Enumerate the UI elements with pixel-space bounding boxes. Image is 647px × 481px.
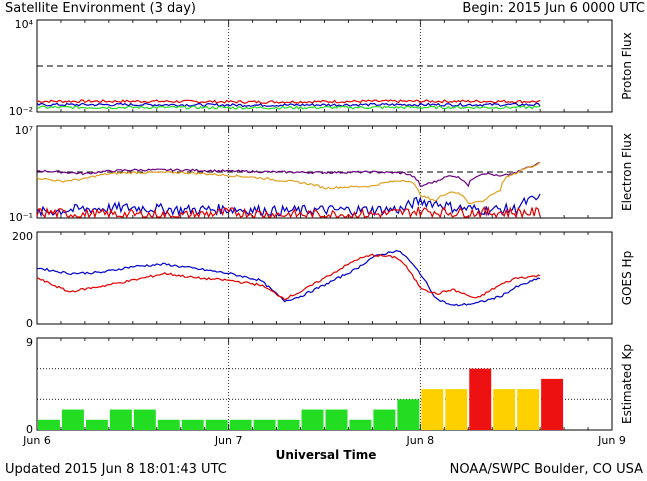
- y-tick-label: 0: [26, 423, 33, 436]
- y-axis-label: GOES Hp: [620, 251, 634, 305]
- y-axis-label: Electron Flux: [620, 133, 634, 211]
- panel-electron-flux: 10⁷ 10⁻¹ Electron Flux: [9, 124, 634, 224]
- kp-bar: [373, 409, 396, 430]
- begin-time: Begin: 2015 Jun 6 0000 UTC: [462, 1, 645, 16]
- y-tick-label: 10⁻²: [9, 105, 33, 118]
- kp-bar: [421, 389, 444, 430]
- blue-series-line: [36, 102, 541, 108]
- kp-bar: [469, 368, 492, 430]
- kp-bar: [301, 409, 324, 430]
- x-tick-label: Jun 8: [405, 434, 434, 447]
- y-axis-label: Proton Flux: [620, 32, 634, 99]
- panel-goes-hp: 200 0 GOES Hp: [12, 230, 634, 330]
- blue-series-line: [36, 249, 541, 307]
- kp-bar: [397, 399, 420, 430]
- kp-bar: [517, 389, 540, 430]
- kp-bar: [277, 419, 300, 430]
- kp-bar: [349, 419, 372, 430]
- y-axis-label: Estimated Kp: [620, 344, 634, 424]
- y-tick-label: 10⁻¹: [9, 211, 33, 224]
- kp-bar: [109, 409, 132, 430]
- kp-bar: [181, 419, 204, 430]
- x-tick-label: Jun 9: [597, 434, 626, 447]
- plot-title: Satellite Environment (3 day): [5, 1, 196, 16]
- kp-bar: [541, 378, 564, 430]
- panel-frame: [36, 19, 613, 113]
- kp-bar: [157, 419, 180, 430]
- y-tick-label: 0: [26, 317, 33, 330]
- kp-bar: [133, 409, 156, 430]
- kp-bar: [38, 419, 60, 430]
- x-tick-label: Jun 6: [22, 434, 51, 447]
- y-tick-label: 9: [26, 336, 33, 349]
- kp-bar: [493, 389, 516, 430]
- kp-bar: [325, 409, 348, 430]
- panel-estimated-kp: 9 0 Estimated Kp: [26, 336, 634, 436]
- panel-proton-flux: 10⁴ 10⁻² Proton Flux: [9, 18, 634, 118]
- updated-timestamp: Updated 2015 Jun 8 18:01:43 UTC: [5, 462, 227, 477]
- kp-bar: [205, 419, 228, 430]
- red-series-line: [36, 99, 541, 104]
- x-axis-title: Universal Time: [276, 448, 377, 462]
- y-tick-label: 10⁷: [15, 124, 33, 137]
- kp-bar: [445, 389, 468, 430]
- purple-series-line: [36, 161, 541, 188]
- credit-text: NOAA/SWPC Boulder, CO USA: [449, 462, 643, 477]
- x-tick-label: Jun 7: [214, 434, 243, 447]
- red-series-line: [36, 205, 541, 220]
- kp-bar: [229, 419, 252, 430]
- kp-bar: [253, 419, 276, 430]
- y-tick-label: 200: [12, 230, 33, 243]
- green-series-line: [37, 105, 541, 110]
- y-tick-label: 10⁴: [15, 18, 34, 31]
- kp-bar: [61, 409, 84, 430]
- orange-series-line: [36, 161, 541, 204]
- red-series-line: [36, 253, 541, 301]
- kp-bar: [85, 419, 108, 430]
